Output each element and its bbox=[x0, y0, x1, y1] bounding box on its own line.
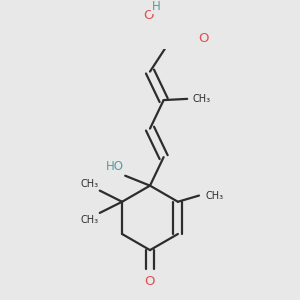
Text: O: O bbox=[198, 32, 209, 45]
Text: CH₃: CH₃ bbox=[80, 215, 98, 225]
Text: O: O bbox=[143, 9, 154, 22]
Text: CH₃: CH₃ bbox=[205, 190, 223, 201]
Text: CH₃: CH₃ bbox=[193, 94, 211, 104]
Text: H: H bbox=[152, 0, 161, 13]
Text: CH₃: CH₃ bbox=[80, 178, 98, 189]
Text: O: O bbox=[145, 275, 155, 288]
Text: HO: HO bbox=[106, 160, 124, 173]
